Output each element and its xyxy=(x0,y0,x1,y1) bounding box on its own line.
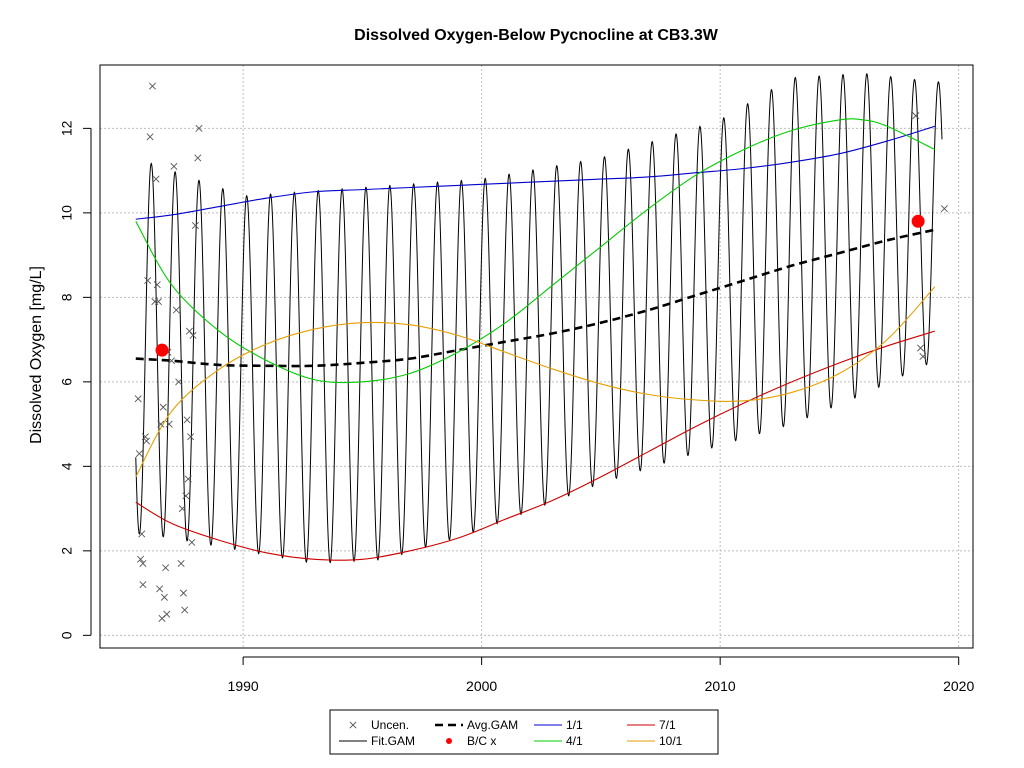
observation-point xyxy=(165,420,173,428)
legend-label: 4/1 xyxy=(566,734,583,748)
observation-point xyxy=(157,420,165,428)
legend-item-uncen: Uncen. xyxy=(349,718,409,732)
legend-item-fit: Fit.GAM xyxy=(339,734,415,748)
observation-point xyxy=(184,475,192,483)
y-tick-label: 4 xyxy=(59,462,75,470)
x-tick-label: 2010 xyxy=(705,678,736,694)
legend-label: 7/1 xyxy=(659,718,676,732)
x-axis: 1990 2000 2010 2020 xyxy=(228,656,974,694)
y-tick-label: 12 xyxy=(59,120,75,136)
observation-point xyxy=(175,378,183,386)
observation-point xyxy=(135,450,143,458)
observation-point xyxy=(188,538,196,546)
observation-point xyxy=(138,530,146,538)
y-tick-label: 8 xyxy=(59,293,75,301)
y-tick-label: 0 xyxy=(59,631,75,639)
observation-point xyxy=(162,564,170,572)
observation-point xyxy=(146,133,154,141)
y-tick-label: 2 xyxy=(59,547,75,555)
observation-point xyxy=(189,331,197,339)
legend-label: B/C x xyxy=(467,734,496,748)
legend-label: 10/1 xyxy=(659,734,683,748)
legend-symbol xyxy=(446,738,452,744)
observation-point xyxy=(177,559,185,568)
series-oct xyxy=(135,286,936,478)
observation-point xyxy=(154,298,162,306)
legend-item-jan: 1/1 xyxy=(534,718,583,732)
series-avg xyxy=(135,228,936,368)
legend-item-jul: 7/1 xyxy=(627,718,676,732)
observation-point xyxy=(179,589,188,597)
bc-point xyxy=(155,343,169,357)
chart-title: Dissolved Oxygen-Below Pycnocline at CB3… xyxy=(354,27,719,44)
legend-label: Avg.GAM xyxy=(467,718,518,732)
observation-point xyxy=(170,162,178,170)
observation-point xyxy=(178,505,186,513)
observation-point xyxy=(182,492,190,500)
observation-point xyxy=(151,298,159,306)
legend-item-avg: Avg.GAM xyxy=(435,718,518,732)
observation-point xyxy=(191,222,199,230)
legend-label: Uncen. xyxy=(371,718,409,732)
observation-point xyxy=(181,606,189,614)
observation-point xyxy=(137,555,145,563)
x-tick-label: 2020 xyxy=(943,678,974,694)
x-tick-label: 1990 xyxy=(228,678,259,694)
observation-point xyxy=(185,327,193,335)
series-jul xyxy=(135,330,936,561)
observation-point xyxy=(172,306,180,314)
legend-item-apr: 4/1 xyxy=(534,734,583,748)
y-tick-label: 6 xyxy=(59,378,75,386)
y-axis: 0 2 4 6 8 10 12 xyxy=(59,120,92,639)
legend-item-bc: B/C x xyxy=(446,734,496,748)
observation-point xyxy=(168,357,176,365)
observation-point xyxy=(940,205,948,213)
legend-label: Fit.GAM xyxy=(371,734,415,748)
series-fit-gam xyxy=(135,73,943,564)
observation-point xyxy=(134,395,142,403)
legend-symbol xyxy=(349,721,357,729)
observation-point xyxy=(160,593,168,601)
bc-point xyxy=(911,214,925,228)
observation-point xyxy=(187,433,195,441)
observation-point xyxy=(194,154,202,162)
observation-point xyxy=(152,175,160,183)
observation-point xyxy=(163,610,171,618)
observation-point xyxy=(919,352,927,361)
legend: Uncen. Fit.GAM Avg.GAM B/C x 1/1 4/1 7/1 10/1 xyxy=(329,709,719,755)
series-layer xyxy=(135,73,943,564)
observation-point xyxy=(912,112,920,120)
observation-point xyxy=(139,581,147,589)
grid xyxy=(100,65,973,648)
legend-item-oct: 10/1 xyxy=(627,734,683,748)
points-layer xyxy=(134,82,948,622)
y-axis-label: Dissolved Oxygen [mg/L] xyxy=(28,266,45,444)
series-jan xyxy=(135,125,936,220)
observation-point xyxy=(195,124,203,132)
legend-label: 1/1 xyxy=(566,718,583,732)
observation-point xyxy=(144,276,152,284)
observation-point xyxy=(183,416,191,424)
x-tick-label: 2000 xyxy=(466,678,497,694)
observation-point xyxy=(139,559,147,568)
observation-point xyxy=(156,585,164,593)
legend-box xyxy=(329,709,719,755)
observation-point xyxy=(141,433,149,441)
y-tick-label: 10 xyxy=(59,205,75,221)
observation-point xyxy=(159,403,167,411)
observation-point xyxy=(153,281,161,289)
observation-point xyxy=(142,437,151,445)
series-apr xyxy=(135,118,936,384)
plot-frame xyxy=(99,64,974,649)
observation-point xyxy=(917,344,925,352)
observation-point xyxy=(148,82,156,90)
